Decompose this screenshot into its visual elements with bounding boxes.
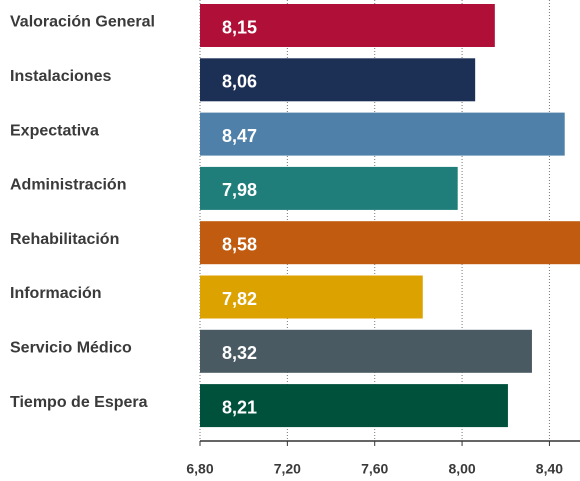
bar bbox=[200, 112, 565, 156]
value-label: 7,82 bbox=[222, 289, 257, 309]
bar bbox=[200, 275, 423, 319]
bar bbox=[200, 58, 476, 102]
value-label: 7,98 bbox=[222, 180, 257, 200]
x-tick-label: 7,60 bbox=[361, 461, 388, 477]
value-label: 8,32 bbox=[222, 343, 257, 363]
bar bbox=[200, 166, 458, 210]
value-label: 8,47 bbox=[222, 126, 257, 146]
bar bbox=[200, 4, 495, 47]
category-label: Rehabilitación bbox=[10, 231, 119, 248]
x-tick-label: 8,40 bbox=[536, 461, 563, 477]
value-label: 8,58 bbox=[222, 234, 257, 254]
x-tick-label: 8,00 bbox=[448, 461, 475, 477]
bar bbox=[200, 329, 532, 373]
value-label: 8,15 bbox=[222, 17, 257, 37]
value-label: 8,21 bbox=[222, 397, 257, 417]
value-label: 8,06 bbox=[222, 72, 257, 92]
category-label: Información bbox=[10, 285, 102, 302]
category-label: Valoración General bbox=[10, 14, 155, 31]
category-label: Instalaciones bbox=[10, 68, 111, 85]
category-label: Administración bbox=[10, 177, 126, 194]
bar bbox=[200, 221, 580, 265]
bar bbox=[200, 384, 508, 428]
x-tick-label: 7,20 bbox=[274, 461, 301, 477]
category-label: Servicio Médico bbox=[10, 340, 132, 357]
category-label: Expectativa bbox=[10, 122, 99, 139]
category-label: Tiempo de Espera bbox=[10, 394, 148, 411]
x-tick-label: 6,80 bbox=[186, 461, 213, 477]
